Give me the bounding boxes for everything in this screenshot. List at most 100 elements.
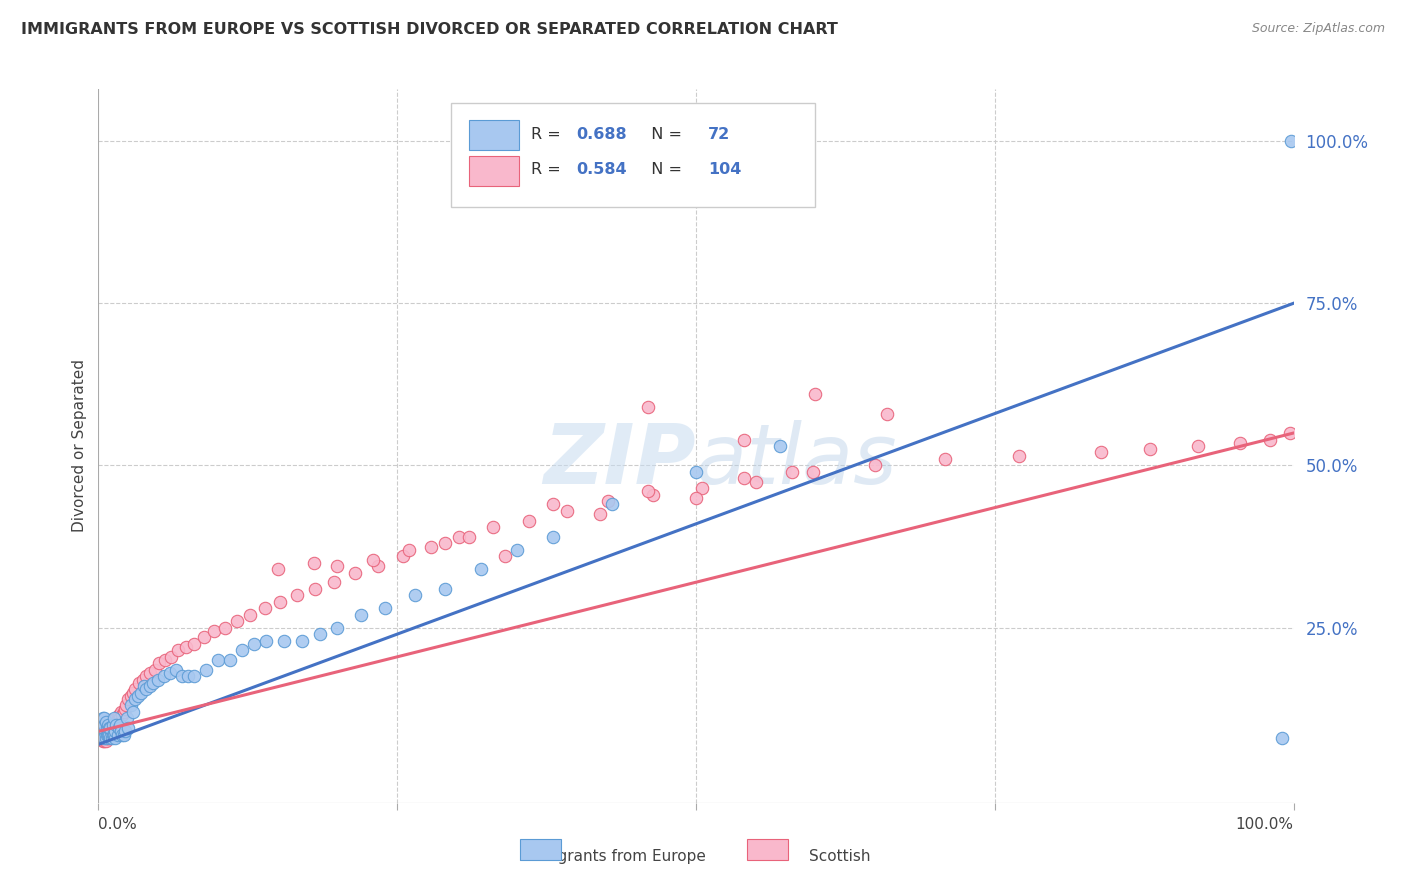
Point: [114, 724, 136, 739]
Point: [177, 669, 200, 683]
Point: [195, 663, 218, 677]
Point: [291, 633, 314, 648]
Point: [104, 731, 127, 745]
Point: [142, 675, 165, 690]
Point: [1229, 435, 1251, 450]
Point: [101, 728, 124, 742]
Point: [103, 721, 125, 735]
Point: [733, 433, 755, 447]
Point: [434, 536, 457, 550]
Point: [100, 716, 122, 731]
Text: R =: R =: [531, 127, 567, 142]
Point: [308, 627, 330, 641]
Point: [876, 407, 898, 421]
Point: [97, 731, 120, 745]
Point: [114, 702, 136, 716]
Point: [90, 731, 112, 745]
Point: [226, 614, 249, 628]
Point: [97, 728, 120, 742]
Point: [117, 692, 139, 706]
Point: [202, 624, 225, 638]
Point: [302, 556, 325, 570]
Point: [108, 718, 131, 732]
Point: [160, 649, 183, 664]
Point: [780, 465, 803, 479]
Point: [641, 488, 664, 502]
Point: [112, 728, 135, 742]
Point: [165, 663, 187, 677]
Text: 0.688: 0.688: [576, 127, 627, 142]
Point: [128, 675, 150, 690]
Text: Immigrants from Europe: Immigrants from Europe: [519, 849, 706, 864]
Point: [541, 497, 564, 511]
Point: [139, 679, 162, 693]
Point: [172, 669, 194, 683]
FancyBboxPatch shape: [470, 120, 519, 150]
Point: [685, 465, 707, 479]
Point: [91, 721, 114, 735]
Point: [367, 559, 389, 574]
Point: [1090, 445, 1112, 459]
Point: [93, 734, 115, 748]
Point: [115, 698, 138, 713]
Point: [100, 724, 122, 739]
Point: [96, 728, 118, 742]
Point: [98, 721, 121, 735]
Point: [91, 711, 114, 725]
Point: [350, 607, 373, 622]
Point: [105, 718, 128, 732]
Point: [101, 714, 124, 729]
Point: [637, 400, 659, 414]
Point: [91, 728, 114, 742]
Point: [124, 682, 146, 697]
Point: [555, 504, 578, 518]
Point: [304, 582, 326, 596]
Point: [243, 637, 266, 651]
Point: [104, 718, 127, 732]
Point: [93, 718, 115, 732]
Point: [183, 669, 205, 683]
Point: [98, 721, 122, 735]
Point: [98, 721, 121, 735]
Point: [96, 731, 118, 745]
Point: [326, 621, 349, 635]
Point: [91, 721, 114, 735]
Point: [733, 471, 755, 485]
Point: [214, 621, 236, 635]
Point: [458, 530, 481, 544]
Point: [449, 530, 471, 544]
Point: [801, 465, 824, 479]
Point: [363, 552, 385, 566]
Point: [97, 724, 120, 739]
Point: [94, 728, 117, 742]
Text: atlas: atlas: [696, 420, 897, 500]
Point: [804, 387, 827, 401]
Point: [120, 689, 142, 703]
Point: [111, 708, 134, 723]
Point: [745, 475, 768, 489]
Point: [269, 595, 291, 609]
Point: [91, 734, 114, 748]
Point: [148, 673, 170, 687]
Point: [96, 721, 118, 735]
Point: [98, 713, 122, 727]
Point: [90, 724, 112, 739]
Point: [404, 588, 426, 602]
Point: [254, 633, 277, 648]
Text: 72: 72: [709, 127, 730, 142]
Point: [398, 542, 420, 557]
Point: [155, 653, 177, 667]
Point: [110, 724, 132, 739]
Point: [96, 718, 118, 732]
Point: [326, 559, 349, 574]
Y-axis label: Divorced or Separated: Divorced or Separated: [72, 359, 87, 533]
Point: [94, 721, 117, 735]
FancyBboxPatch shape: [451, 103, 815, 207]
Point: [98, 721, 122, 735]
Point: [167, 643, 190, 657]
Text: 100.0%: 100.0%: [1236, 817, 1294, 832]
Point: [768, 439, 790, 453]
Point: [139, 666, 162, 681]
Point: [98, 728, 121, 742]
Point: [494, 549, 516, 564]
